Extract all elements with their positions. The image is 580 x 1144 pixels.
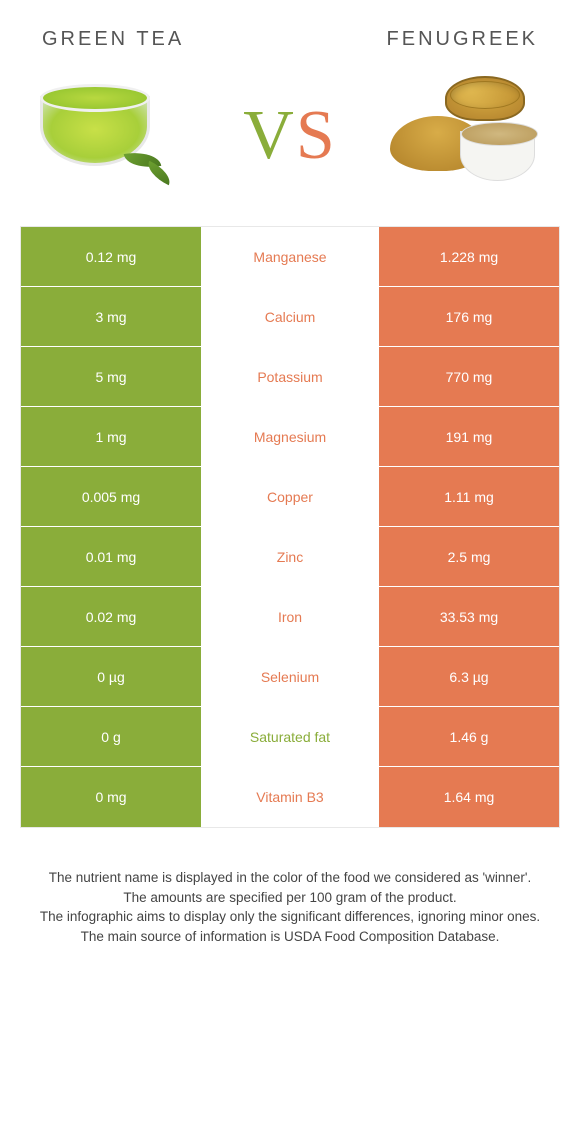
nutrient-label: Selenium	[201, 647, 379, 706]
table-row: 0.02 mgIron33.53 mg	[21, 587, 559, 647]
value-left: 0.01 mg	[21, 527, 201, 586]
footer-line: The amounts are specified per 100 gram o…	[35, 888, 545, 908]
value-left: 0 g	[21, 707, 201, 766]
nutrient-label: Vitamin B3	[201, 767, 379, 827]
value-right: 33.53 mg	[379, 587, 559, 646]
nutrient-label: Zinc	[201, 527, 379, 586]
table-row: 0.01 mgZinc2.5 mg	[21, 527, 559, 587]
value-right: 191 mg	[379, 407, 559, 466]
vs-label: VS	[243, 96, 337, 176]
nutrient-label: Saturated fat	[201, 707, 379, 766]
table-row: 0.12 mgManganese1.228 mg	[21, 227, 559, 287]
value-left: 1 mg	[21, 407, 201, 466]
table-row: 0.005 mgCopper1.11 mg	[21, 467, 559, 527]
value-right: 1.228 mg	[379, 227, 559, 286]
table-row: 5 mgPotassium770 mg	[21, 347, 559, 407]
value-right: 6.3 µg	[379, 647, 559, 706]
value-right: 770 mg	[379, 347, 559, 406]
nutrient-label: Copper	[201, 467, 379, 526]
green-tea-image	[30, 71, 190, 201]
table-row: 1 mgMagnesium191 mg	[21, 407, 559, 467]
value-left: 3 mg	[21, 287, 201, 346]
footer-line: The infographic aims to display only the…	[35, 907, 545, 927]
header: Green tea Fenugreek	[0, 0, 580, 61]
table-row: 3 mgCalcium176 mg	[21, 287, 559, 347]
value-left: 0 mg	[21, 767, 201, 827]
value-right: 1.11 mg	[379, 467, 559, 526]
food-title-right: Fenugreek	[387, 28, 538, 51]
fenugreek-image	[390, 71, 550, 201]
nutrient-label: Manganese	[201, 227, 379, 286]
vs-v: V	[243, 97, 296, 174]
hero: VS	[0, 61, 580, 226]
nutrient-table: 0.12 mgManganese1.228 mg3 mgCalcium176 m…	[20, 226, 560, 828]
footer-line: The nutrient name is displayed in the co…	[35, 868, 545, 888]
table-row: 0 mgVitamin B31.64 mg	[21, 767, 559, 827]
value-left: 0.005 mg	[21, 467, 201, 526]
table-row: 0 µgSelenium6.3 µg	[21, 647, 559, 707]
value-left: 0 µg	[21, 647, 201, 706]
value-left: 0.12 mg	[21, 227, 201, 286]
vs-s: S	[296, 97, 337, 174]
footer-line: The main source of information is USDA F…	[35, 927, 545, 947]
value-right: 176 mg	[379, 287, 559, 346]
value-left: 5 mg	[21, 347, 201, 406]
nutrient-label: Magnesium	[201, 407, 379, 466]
nutrient-label: Calcium	[201, 287, 379, 346]
value-right: 1.46 g	[379, 707, 559, 766]
nutrient-label: Iron	[201, 587, 379, 646]
table-row: 0 gSaturated fat1.46 g	[21, 707, 559, 767]
footer-notes: The nutrient name is displayed in the co…	[0, 828, 580, 946]
value-right: 1.64 mg	[379, 767, 559, 827]
nutrient-label: Potassium	[201, 347, 379, 406]
value-right: 2.5 mg	[379, 527, 559, 586]
value-left: 0.02 mg	[21, 587, 201, 646]
food-title-left: Green tea	[42, 28, 184, 51]
